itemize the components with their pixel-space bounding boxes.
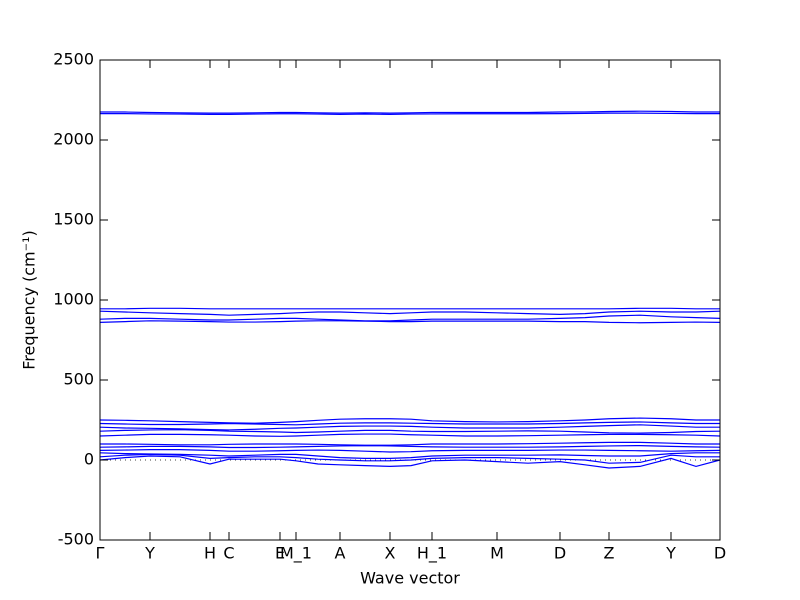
x-tick-label: M: [490, 544, 504, 563]
band-line: [99, 314, 721, 322]
band-line: [99, 449, 721, 453]
x-tick-label: C: [223, 544, 234, 563]
x-tick-label: H_1: [417, 544, 447, 564]
y-tick-label: 2500: [53, 50, 94, 69]
x-tick-label: E: [275, 544, 285, 563]
x-tick-label: Y: [665, 544, 676, 563]
band-line: [99, 310, 721, 316]
y-tick-label: 500: [63, 370, 94, 389]
x-tick-label: X: [385, 544, 396, 563]
x-tick-label: D: [554, 544, 566, 563]
band-line: [99, 453, 720, 464]
y-tick-label: 1500: [53, 210, 94, 229]
band-line: [99, 421, 720, 426]
band-line: [99, 455, 721, 469]
band-line: [100, 110, 720, 114]
band-line: [99, 428, 721, 434]
band-line: [100, 441, 720, 446]
y-axis-label: Frequency (cm⁻¹): [20, 230, 39, 369]
band-line: [99, 320, 721, 324]
x-tick-label: H: [204, 544, 216, 563]
band-line: [100, 112, 720, 116]
band-line: [99, 417, 720, 424]
x-tick-label: Z: [604, 544, 615, 563]
band-line: [99, 433, 721, 437]
x-tick-label: M_1: [280, 544, 312, 564]
x-tick-label: Γ: [96, 544, 105, 563]
x-tick-label: A: [335, 544, 346, 563]
x-axis-label: Wave vector: [360, 569, 460, 588]
x-tick-label: D: [714, 544, 726, 563]
band-line: [99, 452, 720, 459]
y-tick-label: -500: [58, 530, 94, 549]
band-line: [99, 444, 721, 449]
band-line: [99, 424, 720, 431]
y-tick-label: 2000: [53, 130, 94, 149]
y-tick-label: 0: [84, 450, 94, 469]
x-tick-label: Y: [144, 544, 155, 563]
y-tick-label: 1000: [53, 290, 94, 309]
